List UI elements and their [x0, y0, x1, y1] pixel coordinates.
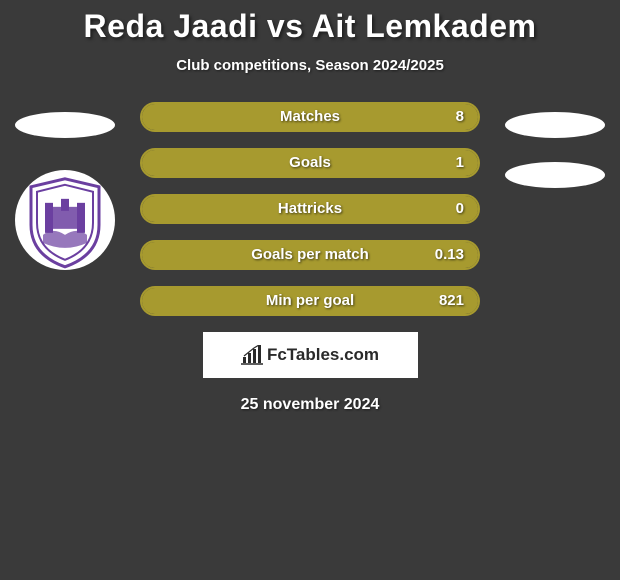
stat-row: Hattricks0 [140, 194, 480, 224]
stats-container: Matches8Goals1Hattricks0Goals per match0… [140, 102, 480, 316]
stat-row: Min per goal821 [140, 286, 480, 316]
stat-value: 1 [456, 150, 464, 176]
club-flag-placeholder [505, 162, 605, 188]
club-badge [15, 168, 115, 273]
main-area: Matches8Goals1Hattricks0Goals per match0… [0, 102, 620, 316]
footer-logo: FcTables.com [241, 345, 379, 365]
stat-value: 0.13 [435, 242, 464, 268]
stat-row: Goals1 [140, 148, 480, 178]
player-flag-placeholder [15, 112, 115, 138]
club-badge-shield-icon [27, 176, 103, 268]
stat-label: Goals [142, 150, 478, 176]
stat-row: Matches8 [140, 102, 480, 132]
subtitle: Club competitions, Season 2024/2025 [0, 57, 620, 74]
footer-brand-box: FcTables.com [203, 332, 418, 378]
stat-value: 8 [456, 104, 464, 130]
left-player-column [10, 102, 120, 273]
stat-label: Matches [142, 104, 478, 130]
stat-label: Min per goal [142, 288, 478, 314]
stat-value: 0 [456, 196, 464, 222]
right-player-column [500, 102, 610, 188]
player-flag-placeholder [505, 112, 605, 138]
footer-brand-text: FcTables.com [267, 345, 379, 365]
stat-row: Goals per match0.13 [140, 240, 480, 270]
stat-label: Hattricks [142, 196, 478, 222]
bar-chart-icon [241, 345, 263, 365]
page-title: Reda Jaadi vs Ait Lemkadem [0, 0, 620, 45]
stat-label: Goals per match [142, 242, 478, 268]
date-text: 25 november 2024 [0, 396, 620, 414]
stat-value: 821 [439, 288, 464, 314]
